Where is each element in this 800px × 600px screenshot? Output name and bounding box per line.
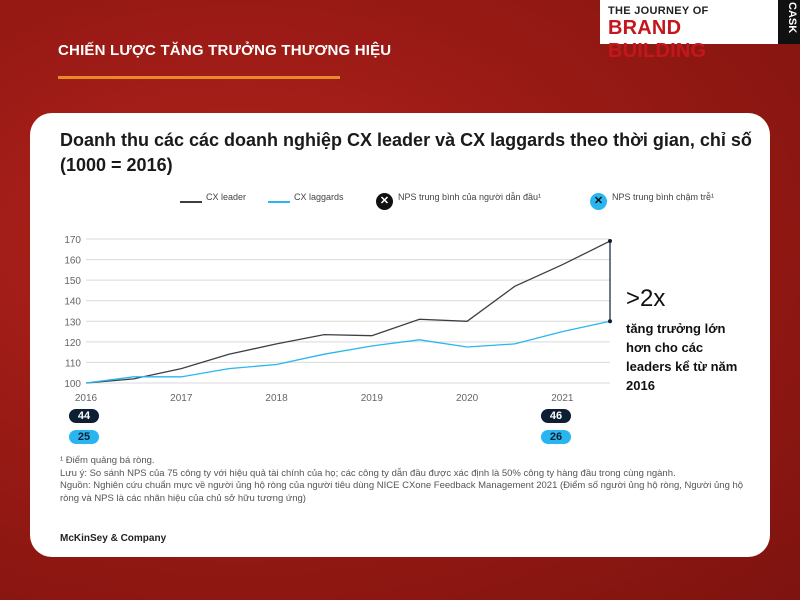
leader-end-dot — [608, 239, 612, 244]
source-label: McKinSey & Company — [60, 533, 167, 544]
y-tick-label: 100 — [64, 379, 81, 390]
y-tick-label: 130 — [64, 317, 81, 328]
legend-leader-swatch — [180, 201, 202, 203]
y-tick-label: 120 — [64, 338, 81, 349]
x-tick-label: 2021 — [551, 393, 574, 404]
x-tick-label: 2020 — [456, 393, 479, 404]
y-tick-label: 110 — [65, 358, 81, 369]
y-tick-label: 150 — [64, 276, 81, 287]
nps-leader-2021-badge: 46 — [541, 409, 571, 423]
footnotes: ¹ Điểm quảng bá ròng. Lưu ý: So sánh NPS… — [60, 455, 750, 505]
nps-laggard-2016-badge: 25 — [69, 430, 99, 444]
chart-card — [30, 113, 770, 557]
legend-nps-leader-label: NPS trung bình của người dẫn đầu¹ — [398, 192, 542, 202]
growth-annotation: tăng trưởng lớn hơn cho các leaders kể t… — [626, 321, 738, 393]
header-underline — [58, 76, 340, 79]
x-tick-label: 2019 — [361, 393, 384, 404]
laggards-end-dot — [608, 319, 612, 324]
brand-logo: THE JOURNEY OF BRAND BUILDING — [600, 0, 778, 62]
leader-line — [85, 240, 611, 384]
footnote-note: Lưu ý: So sánh NPS của 75 công ty với hi… — [60, 467, 676, 479]
brand-logo-line2: BRAND BUILDING — [608, 17, 707, 62]
laggards-line — [85, 320, 611, 384]
brand-logo-line1: THE JOURNEY OF — [608, 5, 709, 17]
chart-title: Doanh thu các các doanh nghiệp CX leader… — [60, 130, 752, 175]
growth-multiplier: >2x — [626, 285, 666, 312]
x-tick-label: 2016 — [75, 393, 98, 404]
legend-leader-label: CX leader — [206, 192, 247, 202]
legend-leader-nps-icon: ✕ — [376, 193, 393, 210]
x-tick-label: 2018 — [265, 393, 288, 404]
y-tick-label: 160 — [64, 256, 81, 267]
footnote-1: ¹ Điểm quảng bá ròng. — [60, 455, 155, 466]
legend-nps-laggard-label: NPS trung bình chậm trễ¹ — [612, 192, 715, 202]
nps-laggard-2021-badge: 26 — [541, 430, 571, 444]
page-header-title: CHIẾN LƯỢC TĂNG TRƯỞNG THƯƠNG HIỆU — [58, 42, 392, 59]
legend-laggards-label: CX laggards — [294, 192, 344, 202]
footnote-source: Nguồn: Nghiên cứu chuẩn mực về người ủng… — [60, 480, 744, 504]
cask-tab — [778, 0, 800, 44]
y-tick-label: 140 — [64, 297, 81, 308]
y-tick-label: 170 — [64, 235, 81, 246]
x-tick-label: 2017 — [170, 393, 193, 404]
cask-label: CASK — [786, 2, 798, 34]
nps-leader-2016-badge: 44 — [69, 409, 99, 423]
legend-laggards-swatch — [268, 201, 290, 203]
legend-laggard-nps-icon: ✕ — [590, 193, 607, 210]
